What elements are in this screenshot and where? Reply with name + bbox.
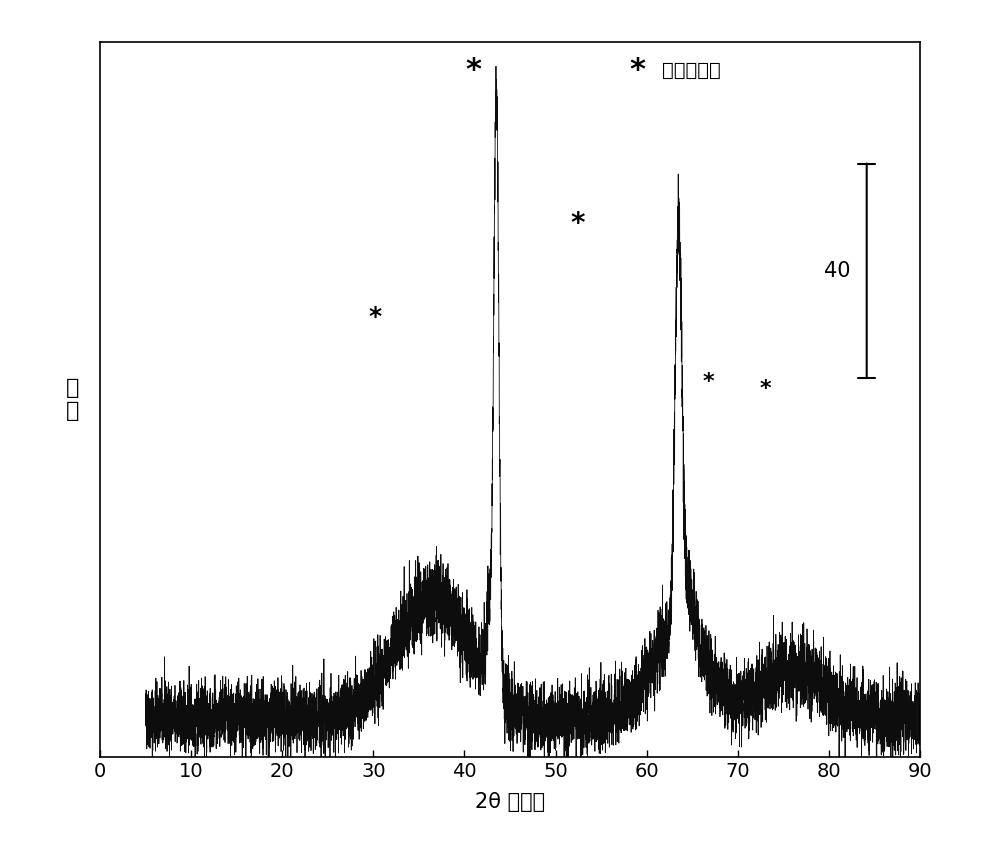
Text: *: * [571,210,585,238]
Text: *: * [465,56,481,85]
Text: *: * [760,378,772,399]
Text: 40: 40 [824,261,850,281]
Text: *: * [368,305,381,330]
Text: 方镁石结构: 方镁石结构 [662,61,720,80]
Text: *: * [629,56,645,85]
Y-axis label: 强
度: 强 度 [66,378,79,421]
Text: *: * [703,372,714,392]
X-axis label: 2θ （度）: 2θ （度） [475,792,545,812]
